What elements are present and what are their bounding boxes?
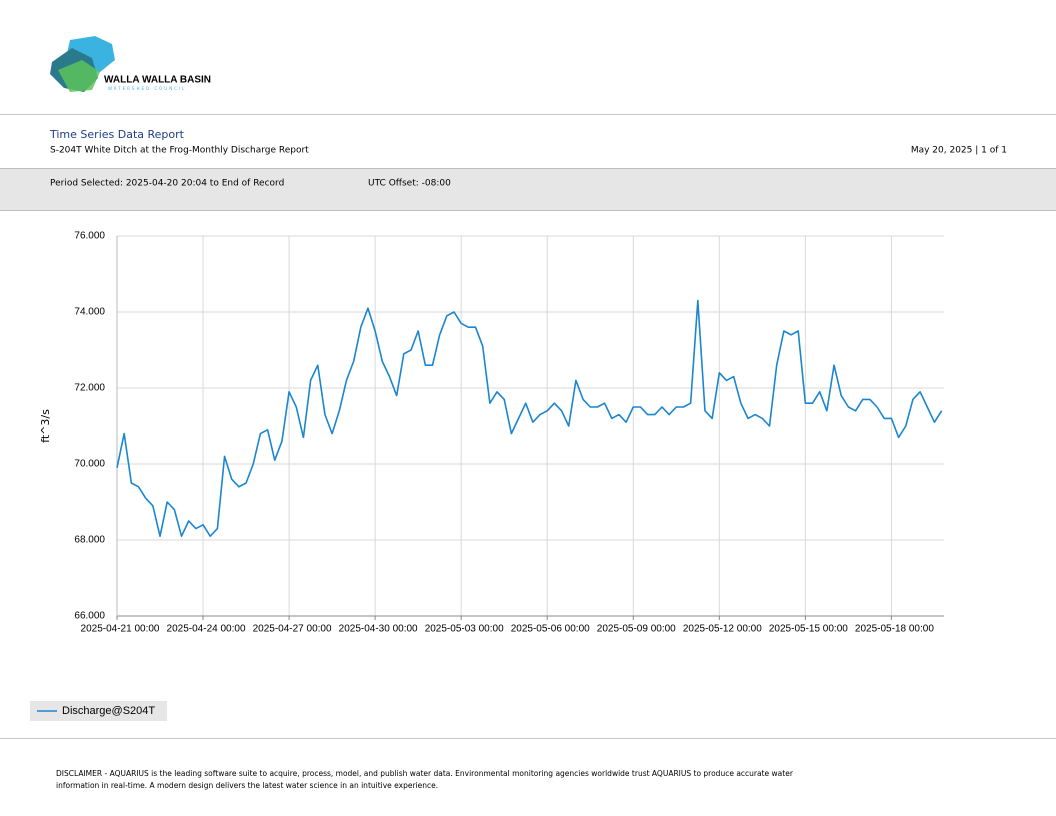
report-date: May 20, 2025 | 1 of 1 <box>911 146 1007 156</box>
chart: 66.000 68.000 70.000 72.000 74.000 76.000 2025… <box>30 231 944 721</box>
legend-box <box>30 701 167 721</box>
logo-name: WALLA WALLA BASIN <box>104 75 211 86</box>
legend-label: Discharge@S204T <box>62 705 155 717</box>
report-title: Time Series Data Report <box>49 128 185 141</box>
y-tick-label: 70.000 <box>74 459 105 470</box>
period: Period Selected: 2025-04-20 20:04 to End… <box>50 179 284 189</box>
report-subtitle: S-204T White Ditch at the Frog-Monthly D… <box>50 146 309 156</box>
x-tick-label: 2025-04-30 00:00 <box>339 624 418 635</box>
x-tick-label: 2025-05-18 00:00 <box>855 624 934 635</box>
x-tick-label: 2025-04-27 00:00 <box>253 624 332 635</box>
x-tick-label: 2025-05-06 00:00 <box>511 624 590 635</box>
period-band <box>0 168 1056 211</box>
logo-sub: WATERSHED COUNCIL <box>108 86 186 91</box>
disclaimer: information in real-time. A modern desig… <box>56 781 438 790</box>
utc-offset: UTC Offset: -08:00 <box>368 179 451 189</box>
series-line <box>116 299 943 537</box>
x-tick-label: 2025-05-12 00:00 <box>683 624 762 635</box>
x-tick-label: 2025-05-09 00:00 <box>597 624 676 635</box>
x-tick-label: 2025-05-15 00:00 <box>769 624 848 635</box>
logo-shape <box>58 60 100 92</box>
y-axis-label: ft^3/s <box>39 409 52 443</box>
disclaimer: DISCLAIMER - AQUARIUS is the leading sof… <box>56 769 794 778</box>
y-tick-label: 72.000 <box>74 383 105 394</box>
y-tick-label: 74.000 <box>74 307 105 318</box>
x-tick-label: 2025-04-24 00:00 <box>167 624 246 635</box>
x-tick-label: 2025-05-03 00:00 <box>425 624 504 635</box>
y-tick-label: 76.000 <box>74 231 105 242</box>
logo: WALLA WALLA BASIN WATERSHED COUNCIL <box>50 36 211 92</box>
x-tick-label: 2025-04-21 00:00 <box>81 624 160 635</box>
y-tick-label: 68.000 <box>74 535 105 546</box>
y-tick-label: 66.000 <box>74 611 105 622</box>
